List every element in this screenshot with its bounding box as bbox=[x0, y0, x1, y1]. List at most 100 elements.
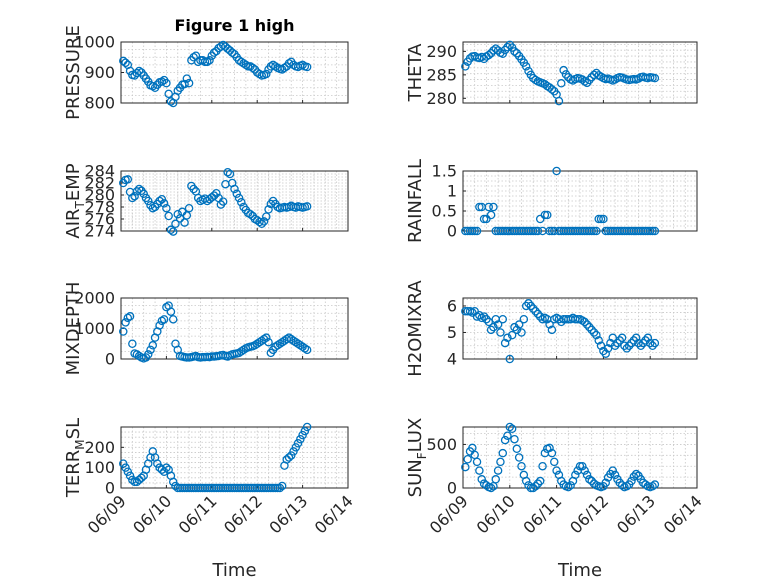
data-point bbox=[180, 79, 189, 89]
data-point bbox=[503, 333, 512, 343]
data-point bbox=[557, 317, 566, 327]
data-point bbox=[631, 333, 641, 343]
data-point bbox=[589, 479, 599, 488]
data-point bbox=[489, 202, 498, 212]
data-point bbox=[524, 299, 533, 308]
data-point bbox=[159, 315, 169, 324]
data-point bbox=[521, 301, 531, 311]
data-point bbox=[500, 435, 510, 445]
data-point bbox=[123, 467, 133, 476]
x-tick-label: 06/09 bbox=[84, 491, 130, 537]
data-point bbox=[166, 225, 176, 235]
data-point bbox=[243, 62, 253, 71]
data-point bbox=[514, 453, 524, 462]
data-point bbox=[545, 226, 554, 236]
data-point bbox=[293, 439, 303, 448]
axes-frame bbox=[120, 426, 349, 489]
data-point bbox=[230, 184, 239, 194]
data-point bbox=[503, 42, 512, 52]
data-point bbox=[587, 476, 596, 486]
data-point bbox=[528, 483, 538, 493]
data-point bbox=[168, 477, 178, 487]
data-point bbox=[533, 309, 543, 319]
y-tick-label: 1000 bbox=[74, 319, 115, 338]
data-point bbox=[262, 69, 271, 79]
data-point bbox=[486, 483, 496, 493]
data-point bbox=[280, 63, 289, 73]
data-point bbox=[608, 333, 618, 343]
data-point bbox=[461, 462, 470, 472]
y-tick-label: 5 bbox=[447, 323, 457, 342]
data-point bbox=[277, 481, 287, 491]
data-point bbox=[540, 210, 550, 220]
axes-background bbox=[462, 426, 698, 489]
data-point bbox=[631, 469, 641, 479]
data-point bbox=[209, 48, 219, 57]
data-point bbox=[275, 483, 285, 493]
data-point bbox=[470, 226, 479, 236]
data-point bbox=[119, 327, 128, 336]
data-point bbox=[162, 78, 171, 88]
data-point bbox=[566, 481, 575, 490]
data-point bbox=[164, 211, 173, 221]
data-point bbox=[585, 322, 594, 332]
data-point bbox=[166, 97, 176, 106]
data-point bbox=[585, 475, 594, 484]
data-point bbox=[589, 226, 599, 236]
data-point bbox=[225, 169, 235, 179]
data-point bbox=[510, 322, 519, 332]
data-point bbox=[298, 60, 307, 70]
data-point bbox=[119, 459, 128, 468]
data-point bbox=[512, 325, 522, 335]
data-point bbox=[241, 60, 251, 70]
x-tick-label: 06/11 bbox=[175, 491, 221, 537]
data-point bbox=[162, 203, 171, 213]
data-point bbox=[162, 463, 171, 472]
data-point bbox=[130, 71, 139, 80]
y-tick-label: 6 bbox=[447, 296, 457, 315]
data-point bbox=[148, 81, 158, 91]
data-point bbox=[587, 325, 596, 335]
data-point bbox=[622, 482, 632, 491]
data-point bbox=[554, 96, 564, 106]
data-point bbox=[479, 214, 489, 224]
data-point bbox=[123, 313, 133, 323]
data-point bbox=[507, 424, 517, 433]
data-point bbox=[648, 226, 657, 236]
y-axis-label: AIRTEMP bbox=[63, 163, 87, 238]
data-point bbox=[592, 330, 601, 340]
data-point bbox=[134, 184, 144, 194]
data-point bbox=[578, 461, 587, 471]
y-tick-label: 276 bbox=[84, 210, 115, 229]
data-point bbox=[627, 476, 636, 486]
axes-background bbox=[462, 297, 698, 360]
y-axis-label: PRESSURE bbox=[63, 25, 84, 120]
data-point bbox=[535, 312, 545, 321]
data-point bbox=[493, 320, 503, 329]
data-point bbox=[599, 346, 608, 356]
data-point bbox=[128, 339, 137, 348]
data-point bbox=[264, 337, 273, 347]
data-point bbox=[622, 344, 632, 353]
data-point bbox=[500, 338, 510, 348]
y-tick-label: 0 bbox=[105, 479, 115, 498]
data-point bbox=[645, 338, 655, 348]
y-tick-label: 800 bbox=[84, 94, 115, 113]
data-point bbox=[475, 202, 484, 212]
data-point bbox=[596, 341, 606, 350]
data-point bbox=[512, 444, 522, 454]
data-point bbox=[510, 434, 519, 444]
data-point bbox=[248, 63, 257, 73]
data-point bbox=[594, 336, 603, 345]
y-axis-label: TERRMSL bbox=[63, 418, 87, 498]
data-point bbox=[521, 476, 531, 486]
data-point bbox=[564, 482, 573, 492]
data-point bbox=[552, 466, 561, 475]
data-point bbox=[505, 354, 515, 364]
data-point bbox=[601, 349, 610, 358]
data-point bbox=[496, 457, 505, 467]
data-point bbox=[259, 217, 269, 226]
data-point bbox=[594, 214, 603, 224]
data-point bbox=[571, 470, 580, 480]
